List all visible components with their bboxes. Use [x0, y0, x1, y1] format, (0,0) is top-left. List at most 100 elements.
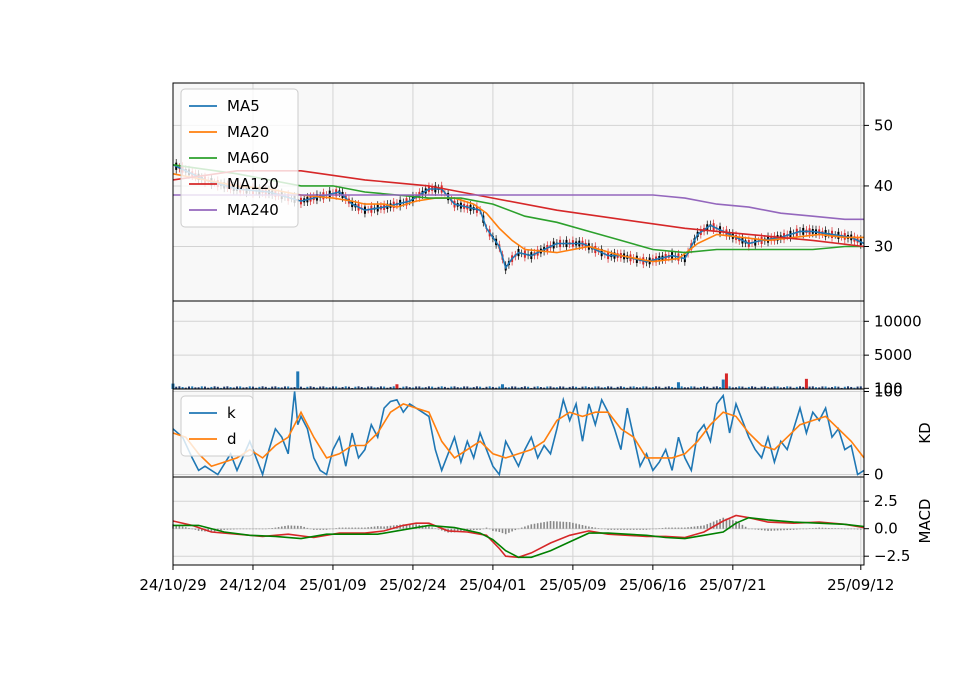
macd-histogram-bar	[706, 524, 709, 529]
volume-bar	[712, 386, 715, 389]
volume-bar	[373, 387, 376, 389]
volume-bar	[485, 386, 488, 389]
volume-spike-bar	[395, 384, 399, 389]
macd-histogram-bar	[456, 528, 459, 532]
legend-box	[180, 395, 254, 457]
macd-histogram-bar	[277, 527, 280, 529]
volume-bar	[821, 386, 824, 389]
x-tick-label: 24/12/04	[219, 576, 286, 594]
y-tick-label: 50	[874, 116, 893, 134]
volume-bar	[815, 387, 818, 389]
volume-bar	[325, 387, 328, 389]
volume-spike-bar	[501, 384, 505, 389]
macd-histogram-bar	[796, 528, 798, 530]
macd-histogram-bar	[271, 528, 273, 529]
macd-histogram-bar	[264, 528, 267, 530]
x-tick-label: 25/05/09	[539, 576, 606, 594]
volume-bar	[456, 387, 459, 389]
x-tick-label: 25/06/16	[619, 576, 686, 594]
macd-histogram-bar	[559, 521, 561, 529]
macd-histogram-bar	[642, 528, 645, 530]
macd-histogram-bar	[594, 527, 597, 529]
volume-bar	[482, 387, 485, 389]
volume-bar	[274, 386, 277, 389]
macd-histogram-bar	[658, 528, 661, 529]
macd-histogram-bar	[818, 527, 821, 529]
macd-histogram-bar	[380, 526, 382, 529]
macd-histogram-bar	[591, 527, 593, 529]
volume-bar	[735, 387, 738, 389]
volume-bar	[760, 386, 763, 389]
macd-histogram-bar	[661, 527, 664, 529]
volume-bar	[626, 387, 629, 389]
volume-bar	[527, 386, 530, 389]
macd-histogram-bar	[770, 528, 773, 531]
volume-bar	[632, 386, 635, 389]
volume-bar	[741, 386, 744, 389]
macd-histogram-bar	[546, 521, 549, 529]
volume-bar	[533, 386, 536, 389]
volume-bar	[674, 387, 677, 389]
macd-histogram-bar	[812, 528, 814, 529]
macd-histogram-bar	[764, 528, 766, 531]
volume-bar	[786, 386, 789, 389]
macd-histogram-bar	[684, 527, 686, 529]
macd-histogram-bar	[520, 527, 523, 529]
macd-histogram-bar	[184, 527, 187, 529]
volume-bar	[357, 386, 360, 389]
volume-bar	[267, 387, 270, 389]
volume-bar	[571, 386, 574, 389]
legend-label: d	[227, 430, 237, 448]
volume-bar	[719, 387, 722, 389]
volume-bar	[341, 386, 344, 389]
volume-bar	[859, 386, 862, 389]
volume-bar	[472, 387, 475, 389]
volume-bar	[283, 386, 286, 389]
macd-histogram-bar	[639, 528, 641, 530]
macd-histogram-bar	[824, 527, 827, 529]
y-tick-label: −2.5	[874, 547, 910, 565]
volume-bar	[629, 386, 632, 389]
volume-bar	[847, 386, 850, 389]
macd-histogram-bar	[437, 528, 440, 530]
macd-histogram-bar	[648, 528, 651, 530]
volume-bar	[770, 387, 773, 389]
legend-label: MA5	[227, 97, 260, 115]
volume-bar	[808, 386, 811, 389]
macd-histogram-bar	[300, 525, 302, 529]
volume-bar	[219, 387, 222, 389]
macd-histogram-bar	[364, 527, 366, 529]
volume-bar	[562, 386, 565, 389]
macd-histogram-bar	[533, 523, 536, 529]
volume-bar	[664, 386, 667, 389]
macd-histogram-bar	[588, 526, 590, 529]
series-line-ma20	[172, 173, 864, 263]
macd-histogram-bar	[728, 519, 731, 529]
volume-bar	[523, 386, 526, 389]
volume-bar	[699, 386, 702, 389]
macd-histogram-bar	[383, 526, 385, 529]
macd-histogram-bar	[703, 525, 705, 529]
macd-histogram-bar	[303, 526, 305, 529]
macd-histogram-bar	[296, 525, 299, 529]
volume-bar	[421, 387, 424, 389]
macd-histogram-bar	[856, 528, 859, 530]
macd-histogram-bar	[834, 528, 837, 529]
legend-label: MA60	[227, 149, 269, 167]
macd-histogram-bar	[719, 518, 721, 529]
macd-histogram-bar	[802, 528, 805, 530]
volume-bar	[619, 386, 622, 389]
macd-histogram-bar	[392, 525, 395, 529]
volume-bar	[568, 386, 571, 389]
volume-bar	[463, 386, 466, 389]
macd-histogram-bar	[568, 522, 571, 529]
volume-bar	[600, 387, 603, 389]
macd-histogram-bar	[495, 528, 497, 532]
volume-bar	[850, 386, 853, 389]
macd-histogram-bar	[191, 528, 193, 530]
macd-histogram-bar	[226, 528, 229, 530]
macd-histogram-bar	[748, 528, 750, 530]
macd-histogram-bar	[348, 527, 350, 529]
macd-histogram-bar	[815, 527, 817, 529]
volume-bar	[565, 387, 568, 389]
